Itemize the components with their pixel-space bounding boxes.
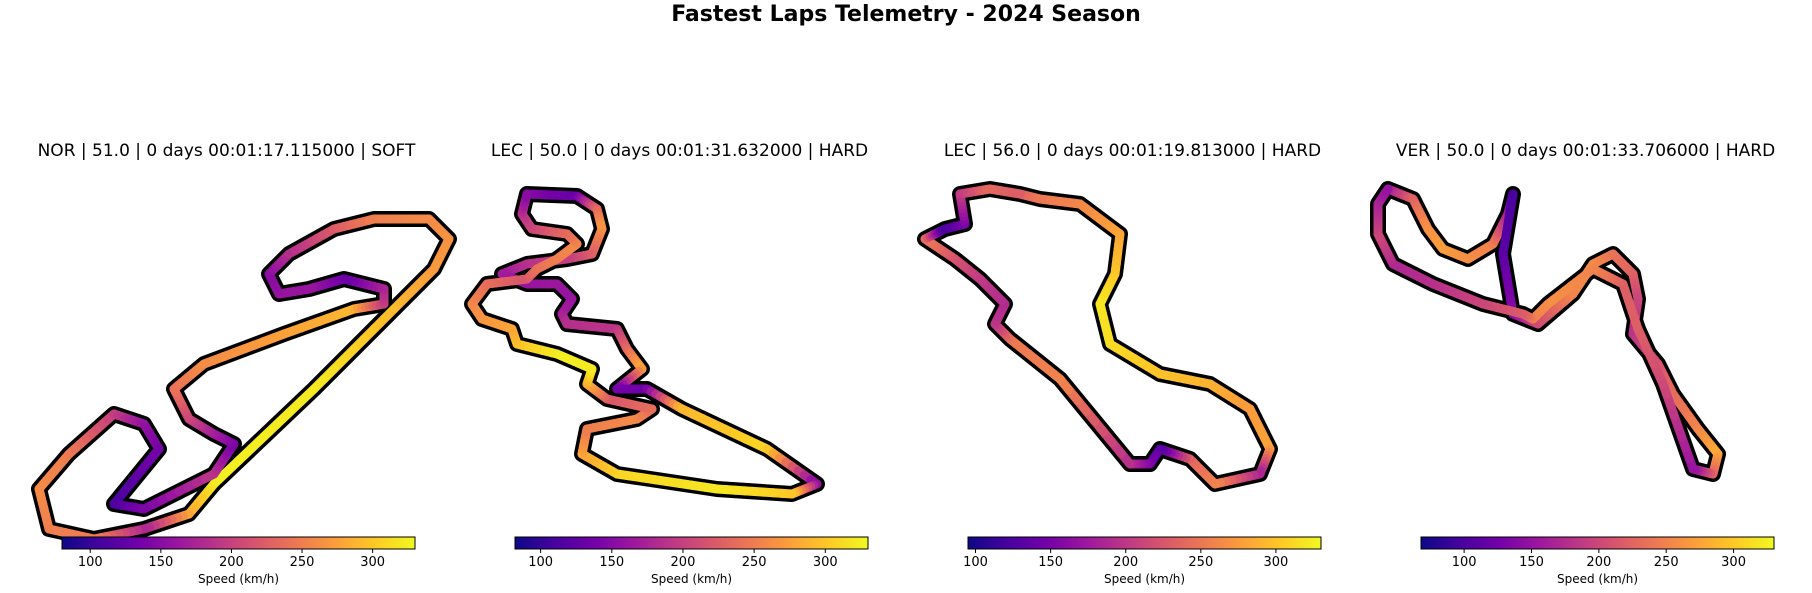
colorbar-gradient (1420, 536, 1775, 550)
track-map (464, 186, 825, 502)
panel-lec-2: LEC | 56.0 | 0 days 00:01:19.813000 | HA… (906, 0, 1359, 593)
colorbar-tick-label: 150 (1038, 555, 1063, 570)
colorbar-tick-label: 100 (78, 555, 103, 570)
panel-title: NOR | 51.0 | 0 days 00:01:17.115000 | SO… (37, 141, 416, 161)
colorbar-tick-label: 150 (1519, 555, 1544, 570)
colorbar-tick-label: 250 (742, 555, 767, 570)
track-segment (1382, 184, 1393, 196)
colorbar-tick-label: 100 (528, 555, 553, 570)
colorbar-tick-label: 200 (219, 555, 244, 570)
track-outline (917, 181, 1278, 492)
colorbar-gradient (61, 536, 416, 550)
colorbar-tick-label: 200 (1586, 555, 1611, 570)
track-map (31, 211, 457, 547)
colorbar-label: Speed (km/h) (1557, 572, 1638, 586)
panel-lec-1: LEC | 50.0 | 0 days 00:01:31.632000 | HA… (453, 0, 906, 593)
speed-colorbar: 100 150 200 250 300 Speed (km/h) (514, 536, 869, 586)
track-map (917, 181, 1278, 492)
colorbar-tick-label: 200 (1113, 555, 1138, 570)
colorbar-tick-label: 300 (813, 555, 838, 570)
colorbar-tick-label: 300 (360, 555, 385, 570)
colorbar-tick-label: 100 (1452, 555, 1477, 570)
panel-nor: NOR | 51.0 | 0 days 00:01:17.115000 | SO… (0, 0, 457, 593)
panel-ver: VER | 50.0 | 0 days 00:01:33.706000 | HA… (1359, 0, 1812, 593)
colorbar-tick-label: 250 (1654, 555, 1679, 570)
colorbar-tick-label: 100 (963, 555, 988, 570)
colorbar-tick-label: 300 (1721, 555, 1746, 570)
speed-colorbar: 100 150 200 250 300 Speed (km/h) (1420, 536, 1775, 586)
track-segment (1011, 188, 1025, 199)
panel-title: LEC | 56.0 | 0 days 00:01:19.813000 | HA… (943, 141, 1322, 161)
speed-colorbar: 100 150 200 250 300 Speed (km/h) (963, 536, 1322, 586)
track-segment (521, 189, 532, 201)
colorbar-tick-label: 250 (1188, 555, 1213, 570)
colorbar-label: Speed (km/h) (1104, 572, 1185, 586)
colorbar-tick-label: 150 (599, 555, 624, 570)
panel-title: VER | 50.0 | 0 days 00:01:33.706000 | HA… (1395, 141, 1776, 161)
colorbar-tick-label: 300 (1264, 555, 1289, 570)
colorbar-gradient (967, 536, 1322, 550)
track-outline (31, 211, 457, 547)
colorbar-label: Speed (km/h) (198, 572, 279, 586)
colorbar-tick-label: 200 (671, 555, 696, 570)
colorbar-tick-label: 150 (148, 555, 173, 570)
panel-title: LEC | 50.0 | 0 days 00:01:31.632000 | HA… (490, 141, 869, 161)
speed-colorbar: 100 150 200 250 300 Speed (km/h) (61, 536, 416, 586)
chart-suptitle: Fastest Laps Telemetry - 2024 Season (671, 2, 1141, 27)
track-map (1370, 181, 1726, 482)
colorbar-label: Speed (km/h) (651, 572, 732, 586)
colorbar-gradient (514, 536, 869, 550)
colorbar-tick-label: 250 (290, 555, 315, 570)
